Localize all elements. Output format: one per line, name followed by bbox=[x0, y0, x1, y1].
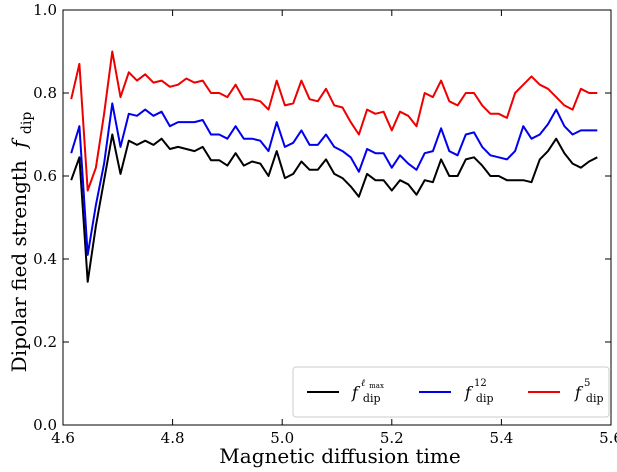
x-tick-label: 4.8 bbox=[161, 429, 185, 447]
legend-12-symbol: f bbox=[464, 383, 474, 402]
y-axis-label: Dipolar fied strength f dip bbox=[7, 112, 35, 373]
y-tick-label: 1.0 bbox=[33, 1, 57, 19]
legend-lmax-subscript: dip bbox=[363, 392, 381, 405]
legend-5-symbol: f bbox=[574, 383, 584, 402]
y-axis-label-symbol: f bbox=[7, 137, 31, 150]
axis-ticks bbox=[62, 9, 612, 426]
legend-label-lmax: f dip ℓ max bbox=[351, 373, 385, 406]
legend-5-subscript: dip bbox=[586, 392, 604, 405]
x-tick-label: 5.4 bbox=[489, 429, 513, 447]
y-tick-label: 0.2 bbox=[33, 333, 57, 351]
legend-12-subscript: dip bbox=[476, 392, 494, 405]
y-tick-label: 0.8 bbox=[33, 84, 57, 102]
x-tick-label: 5.6 bbox=[599, 429, 617, 447]
legend-12-superscript: 12 bbox=[474, 378, 487, 389]
legend-5-superscript: 5 bbox=[584, 378, 590, 389]
legend-label-5: f dip 5 bbox=[574, 378, 608, 406]
y-tick-label: 0.0 bbox=[33, 416, 57, 434]
y-axis-label-group: Dipolar fied strength f dip bbox=[7, 112, 35, 373]
y-tick-label: 0.6 bbox=[33, 167, 57, 185]
legend: f dip ℓ max f dip 12 f dip 5 bbox=[292, 366, 610, 418]
axis-tick-labels: 4.6 4.8 5.0 5.2 5.4 5.6 0.0 0.2 0.4 0.6 0.8 1.0 bbox=[33, 1, 617, 447]
series-line-12 bbox=[70, 102, 598, 256]
legend-lmax-symbol: f bbox=[351, 383, 361, 402]
legend-label-12: f dip 12 bbox=[464, 378, 498, 406]
plot-frame bbox=[62, 9, 612, 426]
y-axis-label-main: Dipolar fied strength bbox=[7, 160, 31, 372]
x-tick-label: 4.6 bbox=[51, 429, 75, 447]
x-tick-label: 5.0 bbox=[270, 429, 294, 447]
y-tick-label: 0.4 bbox=[33, 250, 57, 268]
x-tick-label: 5.2 bbox=[380, 429, 404, 447]
series-lines bbox=[70, 50, 598, 283]
x-axis-label: Magnetic diffusion time bbox=[219, 444, 460, 468]
y-axis-label-subscript: dip bbox=[19, 112, 35, 134]
legend-lmax-superscript: ℓ bbox=[361, 378, 365, 389]
series-line-lmax bbox=[70, 133, 598, 283]
series-line-5 bbox=[70, 50, 598, 192]
legend-lmax-superscript-sub: max bbox=[369, 382, 384, 390]
